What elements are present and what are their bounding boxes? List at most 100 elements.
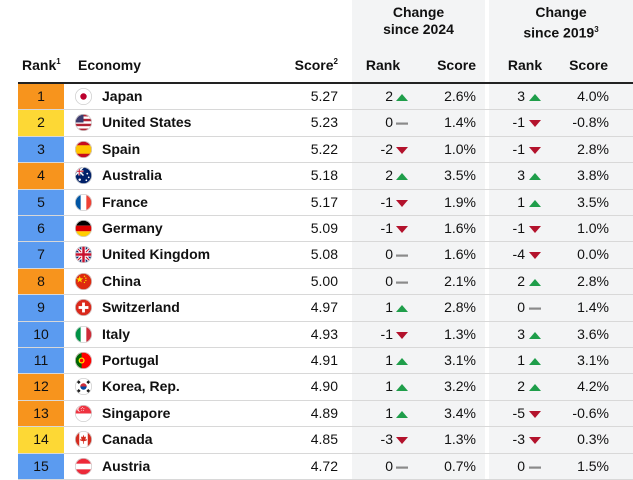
score-value: 4.90 bbox=[310, 378, 338, 395]
rank-badge: 11 bbox=[18, 348, 64, 374]
rank-change-2024-flat-icon bbox=[396, 281, 408, 284]
economy-name: France bbox=[102, 193, 148, 210]
rank-badge: 13 bbox=[18, 400, 64, 427]
group-since-2024-line1: Change bbox=[392, 4, 445, 20]
score-value: 5.23 bbox=[310, 114, 338, 131]
score-value: 4.93 bbox=[310, 325, 338, 342]
score-change-2019: 3.1% bbox=[577, 352, 609, 368]
score-value: 4.85 bbox=[310, 431, 338, 448]
score-change-2019: -0.6% bbox=[572, 404, 609, 421]
score-change-2024: 1.4% bbox=[444, 114, 476, 131]
rank-change-2019-up-icon bbox=[529, 358, 541, 365]
economy-name: Spain bbox=[102, 140, 141, 157]
table-row: 10 Italy 4.93 -1 1.3% 3 3.6% bbox=[18, 321, 633, 348]
italy-flag-icon bbox=[75, 325, 92, 343]
table-row: 6 Germany 5.09 -1 1.6% -1 1.0% bbox=[18, 216, 633, 243]
rank-change-2024-down-icon bbox=[396, 331, 408, 339]
economy-name: Germany bbox=[102, 220, 163, 236]
economy-name: United Kingdom bbox=[102, 246, 211, 263]
korea-flag-icon bbox=[75, 378, 92, 396]
score-change-2024: 3.2% bbox=[444, 378, 476, 395]
rank-change-2024-header: Rank bbox=[365, 57, 401, 73]
rank-change-2024: 0 bbox=[385, 246, 393, 263]
rank-change-2019-up-icon bbox=[529, 331, 541, 339]
score-change-2019: 1.5% bbox=[577, 457, 609, 474]
score-value: 5.17 bbox=[310, 193, 338, 210]
japan-flag-icon bbox=[75, 88, 92, 105]
economy-name: Korea, Rep. bbox=[102, 378, 180, 395]
rank-badge: 10 bbox=[18, 321, 64, 347]
score-change-2024: 1.6% bbox=[444, 220, 476, 236]
score-change-2019: 0.0% bbox=[577, 246, 609, 263]
germany-flag-icon bbox=[75, 220, 92, 237]
rank-change-2019-up-icon bbox=[529, 199, 541, 207]
rank-change-2024-down-icon bbox=[396, 437, 408, 445]
score-change-2019: 3.6% bbox=[577, 325, 609, 342]
score-change-2019: 0.3% bbox=[577, 431, 609, 448]
score-header-label: Score bbox=[294, 57, 334, 73]
score-value: 5.27 bbox=[310, 88, 338, 104]
spain-flag-icon bbox=[75, 140, 92, 158]
rank-change-2024-up-icon bbox=[396, 358, 408, 365]
switzerland-flag-icon bbox=[75, 299, 92, 317]
rank-change-2019-flat-icon bbox=[529, 307, 541, 310]
table-row: 4 Australia 5.18 2 3.5% 3 3.8% bbox=[18, 163, 633, 190]
score-change-2019: 4.2% bbox=[577, 378, 609, 395]
score-value: 4.72 bbox=[310, 457, 338, 474]
score-change-2024-header: Score bbox=[437, 57, 476, 73]
rank-change-2019-flat-icon bbox=[529, 466, 541, 469]
economy-name: Portugal bbox=[102, 352, 159, 368]
economy-name: Switzerland bbox=[102, 299, 180, 316]
rank-badge: 3 bbox=[18, 136, 64, 163]
rank-change-2019: 2 bbox=[517, 272, 525, 289]
table-row: 11 Portugal 4.91 1 3.1% 1 3.1% bbox=[18, 348, 633, 375]
austria-flag-icon bbox=[75, 457, 92, 475]
rank-badge: 5 bbox=[18, 189, 64, 215]
economy-name: Japan bbox=[102, 88, 143, 104]
score-change-2019: 2.8% bbox=[577, 140, 609, 157]
economy-name: Australia bbox=[102, 167, 162, 184]
rank-change-2019-up-icon bbox=[529, 278, 541, 286]
economy-name: United States bbox=[102, 114, 192, 131]
score-change-2024: 2.6% bbox=[444, 88, 476, 104]
rank-change-2024-up-icon bbox=[396, 410, 408, 418]
score-change-2024: 1.6% bbox=[444, 246, 476, 263]
table-row: 12 Korea, Rep. 4.90 1 3.2% 2 4.2% bbox=[18, 374, 633, 401]
score-change-2019: 1.4% bbox=[577, 299, 609, 316]
france-flag-icon bbox=[75, 193, 92, 211]
rank-change-2024: -3 bbox=[380, 431, 393, 448]
score-header-footnote: 2 bbox=[333, 57, 338, 66]
singapore-flag-icon bbox=[75, 404, 92, 422]
rank-change-2024: -2 bbox=[380, 140, 393, 157]
rank-header-label: Rank bbox=[22, 57, 57, 73]
rank-change-2019: 0 bbox=[517, 457, 525, 474]
rank-change-2019: 2 bbox=[517, 378, 525, 395]
rank-change-2024-flat-icon bbox=[396, 122, 408, 126]
rank-change-2024-down-icon bbox=[396, 199, 408, 207]
table-row: 1 Japan 5.27 2 2.6% 3 4.0% bbox=[18, 84, 633, 111]
rank-change-2024: 1 bbox=[385, 352, 393, 368]
score-change-2019: -0.8% bbox=[572, 114, 609, 131]
score-value: 5.22 bbox=[310, 140, 338, 157]
china-flag-icon bbox=[75, 272, 92, 290]
rank-header-footnote: 1 bbox=[56, 57, 61, 66]
rank-change-2019: 3 bbox=[517, 325, 525, 342]
rank-change-2024: 1 bbox=[385, 378, 393, 395]
rank-change-2024-up-icon bbox=[396, 94, 408, 101]
rank-change-2024: 1 bbox=[385, 404, 393, 421]
rank-change-2024: 2 bbox=[385, 167, 393, 184]
rank-badge: 9 bbox=[18, 295, 64, 321]
table-row: 13 Singapore 4.89 1 3.4% -5 -0.6% bbox=[18, 400, 633, 428]
table-row: 14 Canada 4.85 -3 1.3% -3 0.3% bbox=[18, 427, 633, 454]
score-value: 5.08 bbox=[310, 246, 338, 263]
rank-change-2019-up-icon bbox=[529, 384, 541, 392]
score-change-2024: 3.5% bbox=[444, 167, 476, 184]
rank-change-2019-down-icon bbox=[529, 252, 541, 260]
rank-change-2024-flat-icon bbox=[396, 254, 408, 258]
economy-column-header: Economy bbox=[78, 57, 142, 73]
table-row: 3 Spain 5.22 -2 1.0% -1 2.8% bbox=[18, 136, 633, 164]
score-change-2019: 3.8% bbox=[577, 167, 609, 184]
rank-badge: 8 bbox=[18, 268, 64, 295]
score-change-2019: 4.0% bbox=[577, 88, 609, 104]
economy-name: Canada bbox=[102, 431, 153, 448]
